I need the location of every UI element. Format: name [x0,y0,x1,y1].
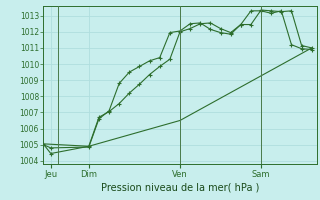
X-axis label: Pression niveau de la mer( hPa ): Pression niveau de la mer( hPa ) [101,183,259,193]
